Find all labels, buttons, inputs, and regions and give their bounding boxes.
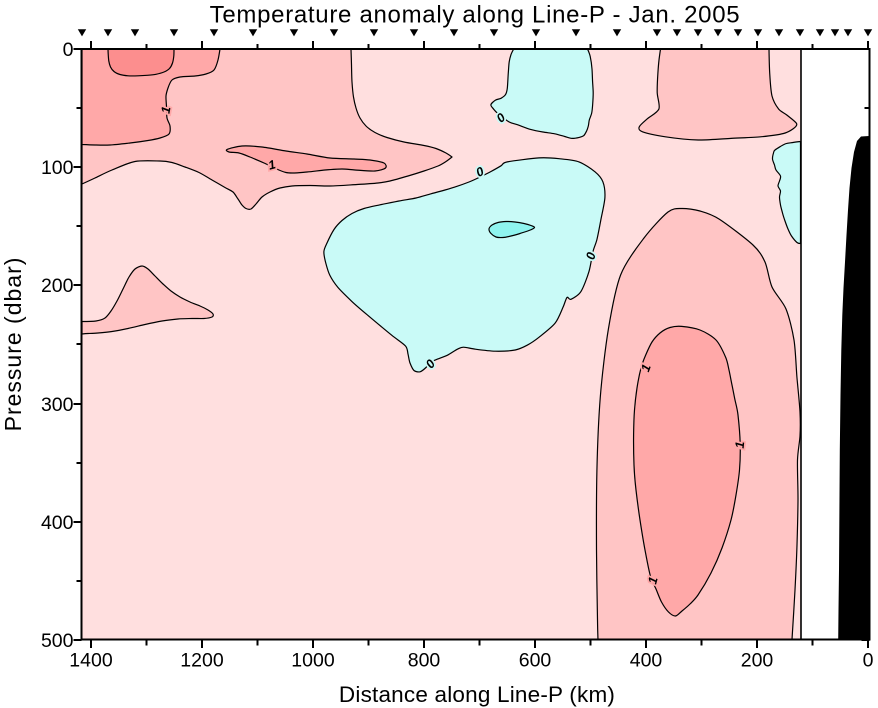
svg-text:600: 600	[519, 650, 552, 672]
svg-text:Temperature anomaly along Line: Temperature anomaly along Line-P - Jan. …	[210, 2, 741, 29]
svg-text:1: 1	[267, 157, 277, 172]
svg-text:0: 0	[863, 650, 874, 672]
svg-text:100: 100	[41, 157, 74, 179]
svg-text:1: 1	[733, 441, 748, 449]
svg-text:1200: 1200	[180, 650, 224, 672]
svg-text:0: 0	[583, 251, 598, 261]
svg-text:1: 1	[638, 362, 654, 373]
svg-text:1000: 1000	[291, 650, 335, 672]
svg-text:Pressure (dbar): Pressure (dbar)	[0, 257, 26, 432]
svg-text:500: 500	[41, 630, 74, 652]
svg-text:300: 300	[41, 394, 74, 416]
svg-text:200: 200	[741, 650, 774, 672]
svg-text:400: 400	[630, 650, 663, 672]
svg-text:200: 200	[41, 275, 74, 297]
svg-text:1: 1	[159, 105, 174, 114]
svg-text:800: 800	[408, 650, 441, 672]
svg-text:1: 1	[645, 575, 660, 585]
svg-text:0: 0	[63, 39, 74, 61]
svg-text:Distance along Line-P (km): Distance along Line-P (km)	[339, 682, 615, 707]
svg-text:1: 1	[733, 441, 748, 449]
svg-text:400: 400	[41, 512, 74, 534]
svg-text:1400: 1400	[69, 650, 113, 672]
